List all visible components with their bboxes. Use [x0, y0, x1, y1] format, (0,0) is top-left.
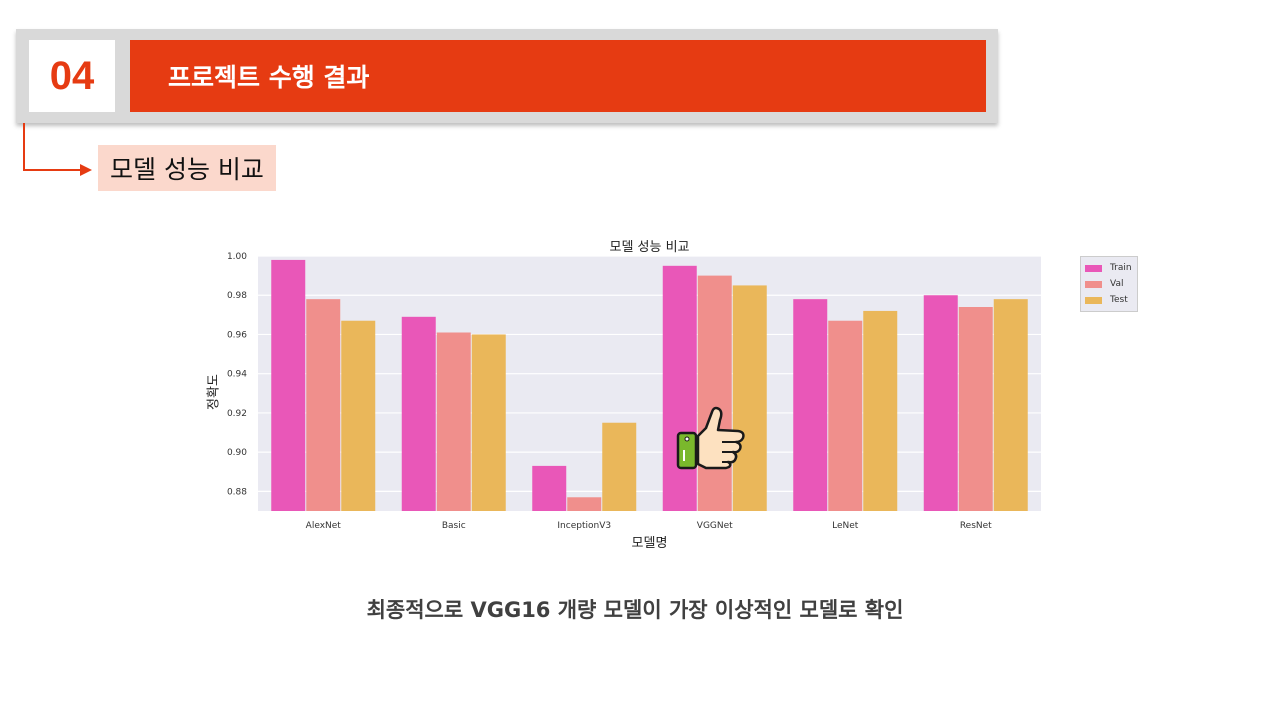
x-tick-label: ResNet	[960, 521, 992, 531]
chart-title: 모델 성능 비교	[609, 240, 690, 255]
y-tick-label: 0.96	[227, 330, 247, 340]
y-tick-label: 0.98	[227, 291, 247, 301]
y-axis-label: 정확도	[206, 374, 222, 410]
bar-inceptionv3-test	[602, 422, 637, 511]
legend-item-test: Test	[1085, 292, 1133, 308]
bar-inceptionv3-val	[567, 497, 602, 511]
thumbs-up-icon	[676, 406, 745, 470]
x-tick-label: VGGNet	[697, 521, 733, 531]
bar-resnet-val	[958, 307, 993, 511]
bar-alexnet-train	[271, 259, 306, 511]
section-subtitle: 모델 성능 비교	[98, 145, 276, 191]
legend-swatch-train	[1085, 264, 1102, 272]
section-subtitle-text: 모델 성능 비교	[110, 155, 264, 184]
x-axis-ticks: AlexNet Basic InceptionV3 VGGNet LeNet ResNet	[306, 521, 992, 531]
bar-basic-test	[471, 334, 506, 511]
bar-vggnet-val	[697, 275, 732, 511]
page-title: 프로젝트 수행 결과	[130, 40, 986, 112]
gridlines	[258, 255, 1041, 492]
y-tick-label: 1.00	[227, 252, 247, 262]
bars	[271, 259, 1028, 511]
bar-basic-train	[401, 316, 436, 511]
y-tick-label: 0.90	[227, 448, 247, 458]
legend-label-train: Train	[1110, 263, 1132, 273]
x-tick-label: AlexNet	[306, 521, 342, 531]
bar-basic-val	[436, 332, 471, 511]
bar-resnet-train	[923, 295, 958, 511]
legend-swatch-val	[1085, 280, 1102, 288]
legend-label-val: Val	[1110, 279, 1124, 289]
legend-swatch-test	[1085, 296, 1102, 304]
bar-vggnet-test	[732, 285, 767, 511]
bar-inceptionv3-train	[532, 465, 567, 511]
legend-item-val: Val	[1085, 276, 1133, 292]
bar-lenet-test	[863, 310, 898, 511]
bar-resnet-test	[993, 299, 1028, 511]
bar-alexnet-test	[341, 320, 376, 511]
y-tick-label: 0.88	[227, 487, 247, 497]
connector-arrow-icon	[23, 123, 92, 176]
y-tick-label: 0.94	[227, 370, 247, 380]
bar-vggnet-train	[662, 265, 697, 511]
y-axis-ticks: 0.88 0.90 0.92 0.94 0.96 0.98 1.00	[227, 252, 247, 497]
y-tick-label: 0.92	[227, 409, 247, 419]
bar-lenet-val	[828, 320, 863, 511]
conclusion-text: 최종적으로 VGG16 개량 모델이 가장 이상적인 모델로 확인	[366, 598, 904, 622]
legend-item-train: Train	[1085, 260, 1133, 276]
plot-area	[258, 256, 1041, 511]
x-tick-label: Basic	[442, 521, 466, 531]
bar-alexnet-val	[306, 299, 341, 511]
page-title-text: 프로젝트 수행 결과	[168, 63, 370, 92]
x-axis-label: 모델명	[631, 536, 668, 551]
section-number: 04	[29, 40, 115, 112]
x-tick-label: LeNet	[832, 521, 859, 531]
chart-legend: Train Val Test	[1080, 256, 1138, 312]
bar-lenet-train	[793, 299, 828, 511]
x-tick-label: InceptionV3	[557, 521, 611, 531]
legend-label-test: Test	[1110, 295, 1128, 305]
